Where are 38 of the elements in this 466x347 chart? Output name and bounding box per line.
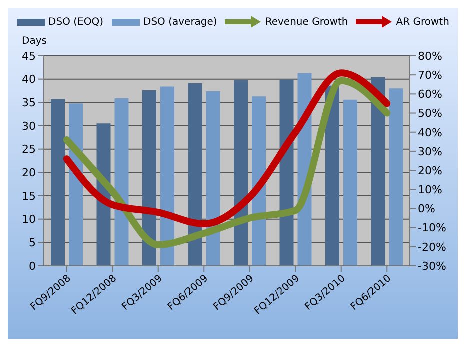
y-tick-label: 10 [22,213,36,226]
y2-tick-label: 60% [418,88,442,102]
bar [188,84,202,266]
y2-tick-label: 10% [418,184,442,197]
legend-label: Revenue Growth [265,16,348,28]
y-tick-label: 35 [22,96,36,110]
legend-label: DSO (EOQ) [48,16,104,28]
y2-tick-label: 80% [418,50,442,63]
bar [389,88,404,266]
y2-tick-label: 40% [418,126,442,140]
bar [114,98,129,266]
y-tick-label: 25 [22,143,36,156]
y2-tick-label: 20% [418,164,442,178]
y-tick-label: 30 [22,120,36,133]
y2-tick-label: -10% [418,222,446,235]
y2-tick-label: 30% [418,145,442,158]
y-tick-label: 0 [29,260,36,273]
legend-label: DSO (average) [144,16,218,28]
bar [344,100,358,266]
y2-tick-label: 0% [418,202,436,216]
y2-tick-label: -20% [418,240,446,254]
y-tick-label: 15 [22,190,36,203]
y-axis-title: Days [22,36,47,47]
bar [142,90,156,266]
y2-tick-label: 70% [418,68,442,82]
y2-tick-label: -30% [418,260,446,273]
bar [326,86,340,266]
legend-label: AR Growth [396,16,450,28]
bar [160,86,174,266]
y-tick-label: 5 [29,236,36,250]
y-tick-label: 20 [22,166,36,180]
bar [206,91,220,266]
bar [371,77,386,266]
bar [51,99,65,266]
y-tick-label: 45 [22,50,36,63]
y-tick-label: 40 [22,73,36,86]
bar [234,80,248,266]
y2-tick-label: 50% [418,107,442,120]
